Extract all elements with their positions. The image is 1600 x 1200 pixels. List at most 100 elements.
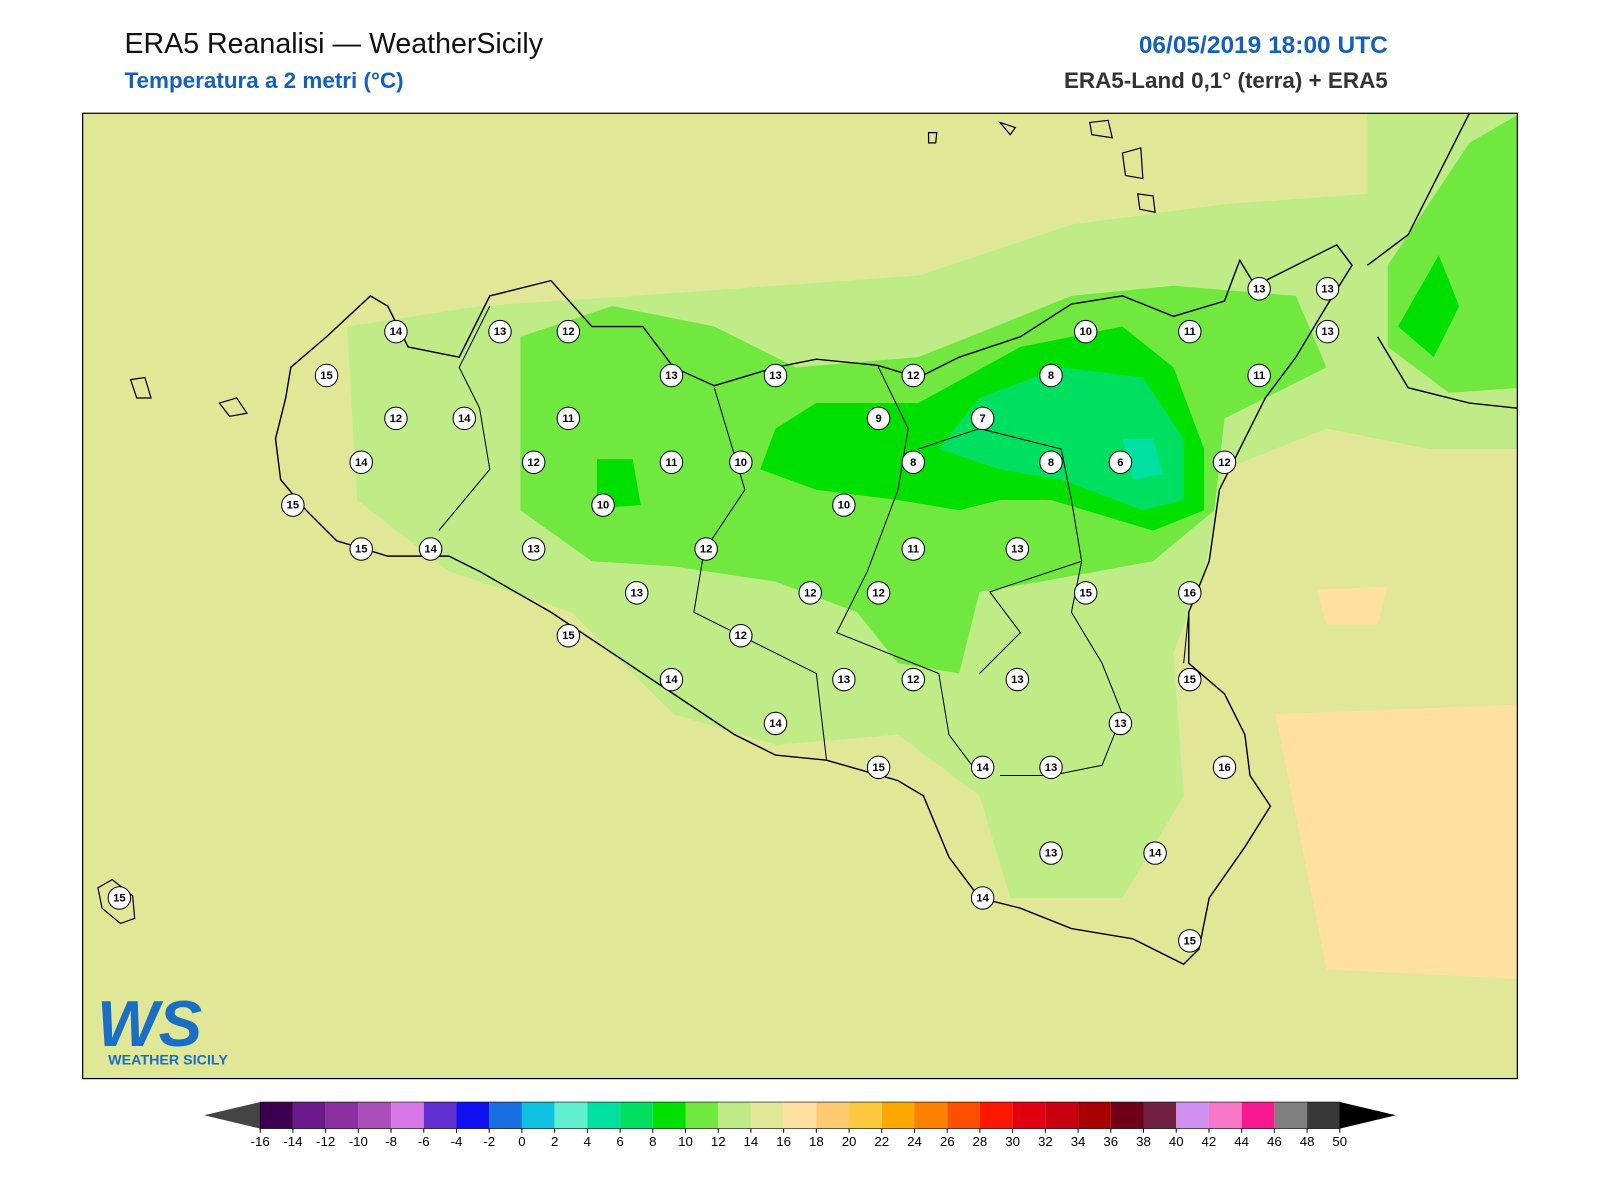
station-marker [659,450,684,474]
station-marker [1108,450,1133,474]
station-value: 10 [838,500,850,512]
station-marker [866,755,891,780]
station-value: 13 [769,370,781,382]
station-marker [1178,929,1202,953]
station-marker [694,537,718,561]
colorbar-tick-label: 42 [1202,1134,1217,1149]
station-value: 14 [355,457,368,469]
station-value: 14 [665,674,678,686]
colorbar-segment [783,1102,817,1129]
station-value: 13 [1321,326,1333,338]
logo-mark: WS [97,987,202,1060]
station-value: 15 [113,892,125,904]
colorbar-segment [521,1102,555,1129]
colorbar-segment [849,1102,882,1129]
station-marker [1039,841,1063,865]
station-marker [729,623,753,648]
colorbar-segment [750,1102,784,1129]
station-marker [521,450,546,474]
colorbar-segment [1045,1102,1079,1129]
zone-8-10 [1397,255,1460,358]
station-value: 14 [769,718,782,730]
station-marker [1212,450,1237,474]
station-marker [798,581,822,605]
station-value: 12 [562,326,574,338]
station-value: 14 [1149,848,1162,860]
colorbar-tick-label: 32 [1038,1134,1053,1149]
station-value: 14 [390,326,403,338]
colorbar-segment [587,1102,621,1129]
station-value: 13 [630,587,642,599]
station-value: 13 [494,326,506,338]
colorbar-segment [685,1102,719,1129]
station-value: 15 [872,762,884,774]
station-value: 15 [1079,587,1091,599]
colorbar-tick-label: -8 [385,1134,397,1149]
station-value: 12 [872,587,884,599]
station-marker [1247,277,1271,301]
station-value: 15 [287,500,299,512]
colorbar-segment [1110,1102,1144,1129]
colorbar-tick-label: 38 [1136,1134,1151,1149]
station-value: 12 [907,674,919,686]
station-value: 11 [665,457,677,469]
station-marker [349,537,373,561]
station-value: 15 [355,543,367,555]
station-marker [1315,319,1340,344]
station-marker [1212,755,1237,780]
colorbar-over [1339,1102,1396,1129]
station-value: 12 [804,587,816,599]
datetime: 06/05/2019 18:00 UTC [1139,32,1388,59]
station-marker [418,537,443,561]
station-marker [901,537,925,561]
station-marker [970,406,995,431]
station-marker [556,319,581,344]
colorbar-tick-label: 6 [616,1134,623,1149]
colorbar-tick-label: 46 [1267,1134,1282,1149]
station-value: 8 [1048,370,1054,382]
colorbar-tick-label: 4 [584,1134,591,1149]
islands [97,119,1156,925]
station-marker [659,363,684,388]
stations: 14 13 12 15 12 14 11 14 12 11 10 15 10 15 14 13 12 13 15 12… [107,277,1340,953]
colorbar-segment [1208,1102,1242,1129]
station-value: 8 [910,457,916,469]
station-marker [107,886,132,910]
station-value: 9 [875,413,881,425]
station-marker [521,537,546,561]
station-value: 11 [562,413,574,425]
warm-zone [1275,704,1518,979]
calabria-coast [1366,113,1518,409]
station-value: 14 [976,762,989,774]
colorbar-segment [456,1102,490,1129]
colorbar-tick-label: 50 [1332,1134,1347,1149]
station-marker [625,581,649,605]
colorbar-tick-label: 8 [649,1134,656,1149]
colorbar-tick-label: 40 [1169,1134,1184,1149]
station-marker [556,623,581,648]
colorbar-segment [652,1102,686,1129]
colorbar-segment [1078,1102,1111,1129]
station-value: 10 [735,457,747,469]
station-marker [1073,319,1098,344]
colorbar-tick-label: 0 [518,1134,525,1149]
station-marker [763,363,788,388]
colorbar-tick-label: -2 [483,1134,495,1149]
station-value: 11 [1184,326,1196,338]
station-value: 13 [1045,848,1057,860]
colorbar-segment [914,1102,948,1129]
station-marker [1178,667,1202,692]
station-value: 16 [1184,587,1196,599]
station-marker [866,406,891,431]
station-value: 7 [980,413,986,425]
station-value: 14 [976,892,989,904]
station-value: 6 [1117,457,1123,469]
zone-4-6 [1122,438,1164,480]
station-marker [1178,319,1202,344]
station-marker [488,319,512,344]
station-marker [659,667,684,692]
colorbar-segment [358,1102,392,1129]
station-marker [763,711,788,736]
colorbar-tick-label: 20 [842,1134,857,1149]
